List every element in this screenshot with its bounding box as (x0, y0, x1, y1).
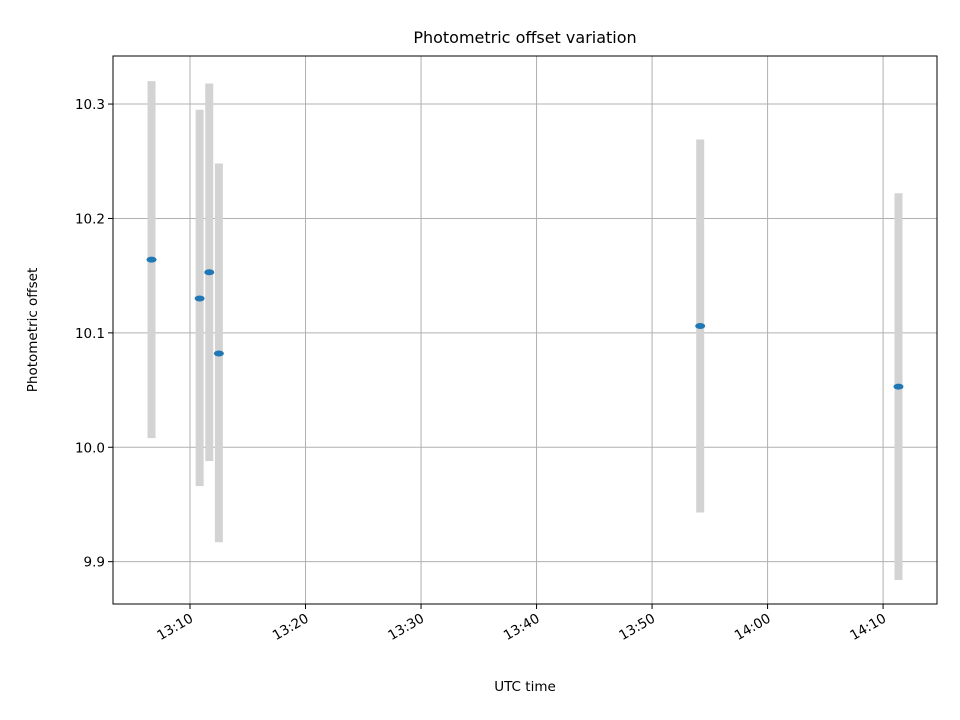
y-axis-label: Photometric offset (25, 268, 41, 392)
y-axis-ticks: 9.9 10.0 10.1 10.2 10.3 (75, 97, 113, 571)
data-point (194, 295, 205, 302)
data-points (146, 256, 904, 390)
data-point (893, 383, 904, 390)
plot-frame (112, 55, 938, 605)
data-point (695, 322, 706, 329)
data-point (204, 269, 215, 276)
x-axis-label: UTC time (494, 679, 556, 695)
chart-title: Photometric offset variation (413, 28, 636, 47)
y-tick-label: 10.2 (75, 211, 105, 227)
y-tick-label: 9.9 (84, 555, 105, 571)
y-tick-label: 10.3 (75, 97, 105, 113)
grid (113, 56, 937, 604)
y-tick-label: 10.0 (75, 440, 105, 456)
data-point (213, 350, 224, 357)
data-point (146, 256, 157, 263)
y-tick-label: 10.1 (75, 326, 105, 342)
